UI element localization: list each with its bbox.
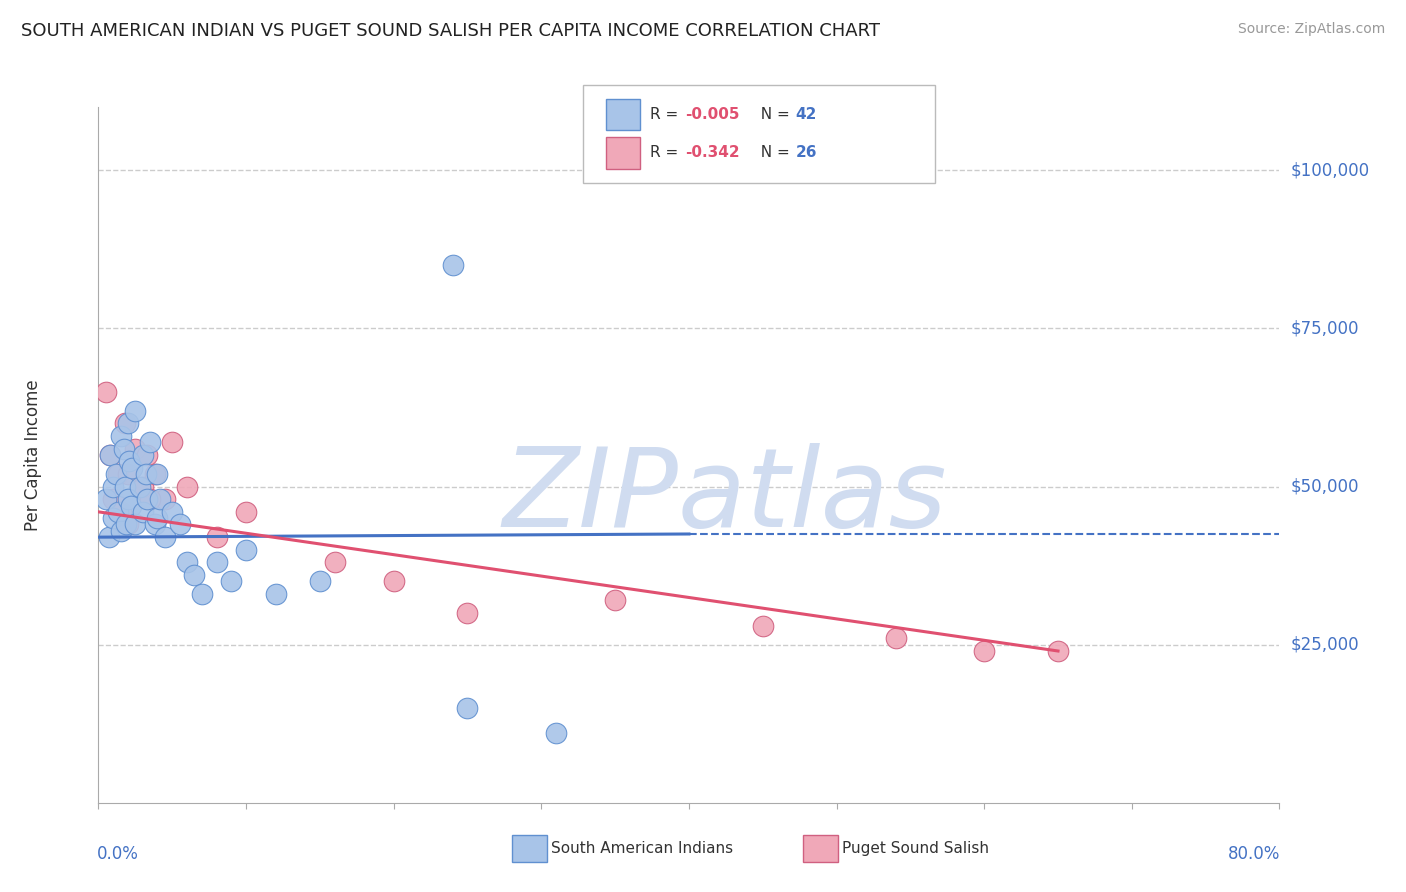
Point: [146, 467, 169, 481]
Text: 0.0%: 0.0%: [97, 845, 139, 863]
Point: [132, 448, 155, 462]
Text: 42: 42: [796, 107, 817, 122]
Point: [128, 479, 150, 493]
Point: [103, 492, 125, 507]
Point: [117, 467, 139, 481]
Text: Source: ZipAtlas.com: Source: ZipAtlas.com: [1237, 22, 1385, 37]
Point: [169, 517, 191, 532]
Point: [132, 505, 155, 519]
Point: [143, 467, 166, 481]
Point: [135, 467, 157, 481]
Point: [132, 479, 155, 493]
Point: [94, 384, 117, 399]
Point: [117, 492, 139, 507]
Point: [110, 524, 132, 538]
Point: [143, 517, 166, 532]
Text: N =: N =: [751, 145, 794, 161]
Point: [103, 479, 125, 493]
Point: [107, 467, 129, 481]
Point: [205, 530, 228, 544]
Text: N =: N =: [751, 107, 794, 122]
Text: 26: 26: [796, 145, 817, 161]
Point: [103, 511, 125, 525]
Text: -0.005: -0.005: [685, 107, 740, 122]
Point: [456, 606, 478, 620]
Point: [136, 492, 159, 507]
Point: [219, 574, 242, 589]
Point: [751, 618, 773, 632]
Point: [120, 499, 142, 513]
Text: R =: R =: [650, 145, 683, 161]
Point: [117, 417, 139, 431]
Text: 80.0%: 80.0%: [1229, 845, 1281, 863]
Point: [441, 258, 464, 272]
Point: [110, 429, 132, 443]
Point: [124, 403, 146, 417]
Point: [114, 479, 136, 493]
Point: [176, 556, 198, 570]
Text: $100,000: $100,000: [1291, 161, 1369, 179]
Point: [1046, 644, 1069, 658]
Point: [153, 492, 176, 507]
Text: Puget Sound Salish: Puget Sound Salish: [842, 841, 990, 855]
Point: [382, 574, 405, 589]
Point: [124, 517, 146, 532]
Point: [973, 644, 995, 658]
Point: [162, 505, 183, 519]
Point: [110, 505, 132, 519]
Point: [121, 460, 143, 475]
Point: [183, 568, 205, 582]
Point: [139, 492, 162, 507]
Point: [107, 505, 129, 519]
Point: [323, 556, 346, 570]
Point: [124, 442, 146, 456]
Point: [94, 492, 117, 507]
Point: [309, 574, 332, 589]
Point: [884, 632, 907, 646]
Point: [176, 479, 198, 493]
Point: [153, 530, 176, 544]
Text: -0.342: -0.342: [685, 145, 740, 161]
Point: [136, 448, 159, 462]
Text: $75,000: $75,000: [1291, 319, 1360, 337]
Point: [97, 530, 120, 544]
Point: [98, 448, 121, 462]
Text: Per Capita Income: Per Capita Income: [24, 379, 42, 531]
Point: [114, 417, 136, 431]
Point: [98, 448, 121, 462]
Point: [235, 542, 257, 557]
Point: [205, 556, 228, 570]
Point: [191, 587, 214, 601]
Text: $25,000: $25,000: [1291, 636, 1360, 654]
Point: [117, 517, 139, 532]
Point: [146, 511, 169, 525]
Point: [149, 492, 172, 507]
Text: R =: R =: [650, 107, 683, 122]
Text: South American Indians: South American Indians: [551, 841, 734, 855]
Point: [605, 593, 627, 607]
Point: [139, 435, 162, 450]
Point: [162, 435, 183, 450]
Point: [235, 505, 257, 519]
Point: [112, 442, 135, 456]
Point: [105, 467, 128, 481]
Text: SOUTH AMERICAN INDIAN VS PUGET SOUND SALISH PER CAPITA INCOME CORRELATION CHART: SOUTH AMERICAN INDIAN VS PUGET SOUND SAL…: [21, 22, 880, 40]
Point: [456, 701, 478, 715]
Text: $50,000: $50,000: [1291, 477, 1360, 496]
Point: [264, 587, 287, 601]
Text: ZIPatlas: ZIPatlas: [502, 443, 946, 550]
Point: [115, 517, 138, 532]
Point: [118, 454, 141, 468]
Point: [544, 726, 567, 740]
